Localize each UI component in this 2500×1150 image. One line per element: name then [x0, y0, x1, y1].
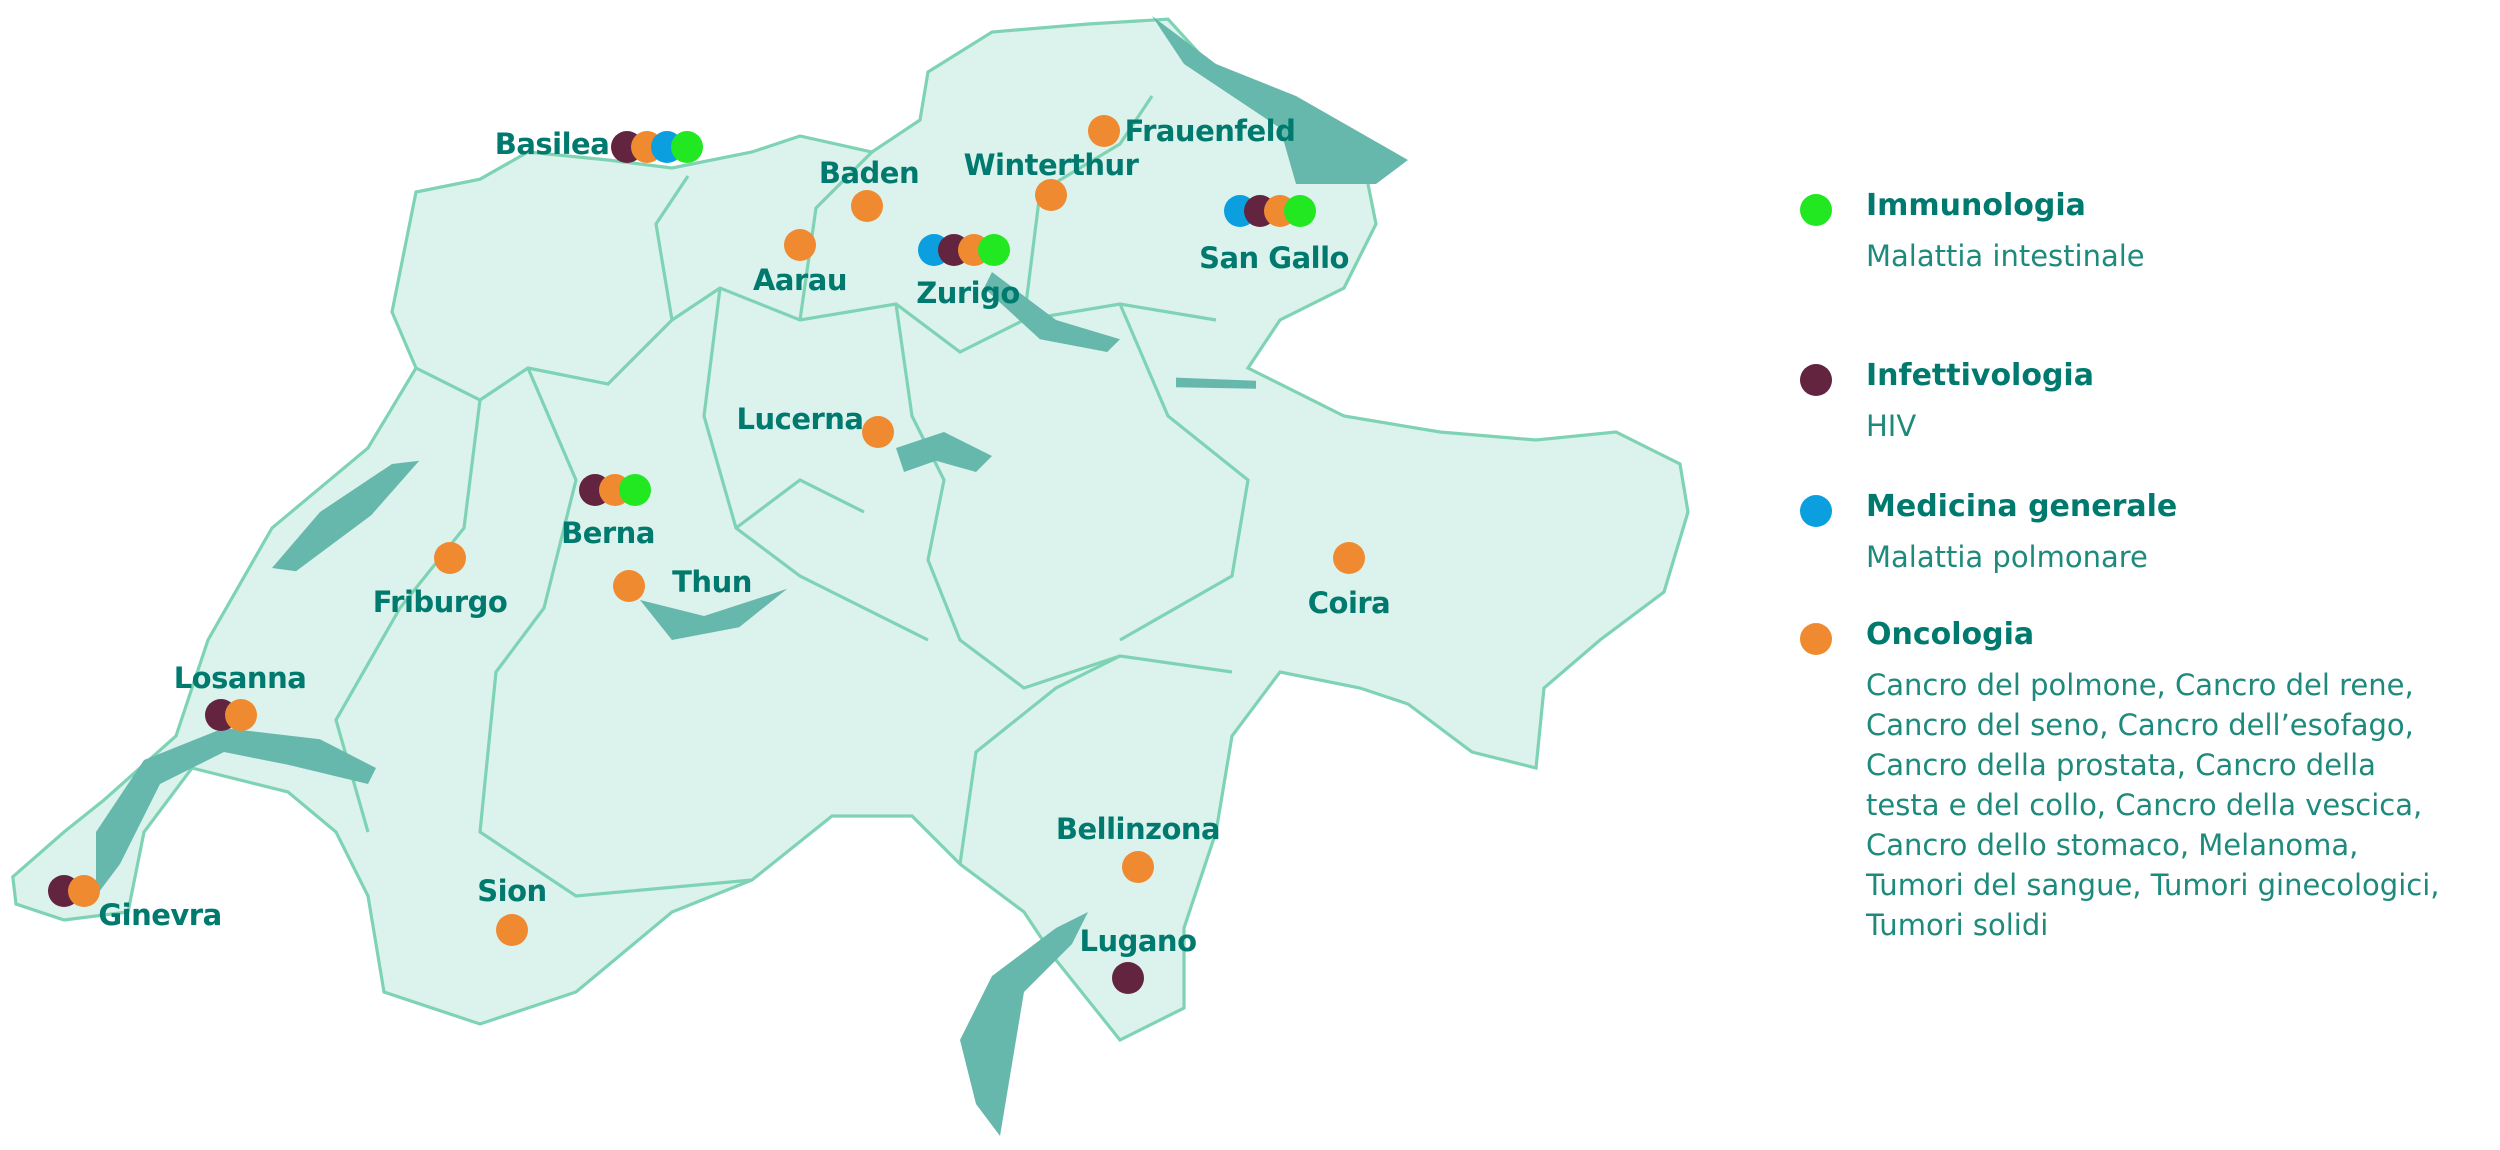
legend-desc: Malattia polmonare: [1866, 540, 2148, 574]
lake-constance: [1152, 16, 1408, 184]
legend-desc: Malattia intestinale: [1866, 239, 2145, 273]
lake-walen: [1176, 377, 1256, 389]
city-label: Zurigo: [916, 276, 1020, 310]
legend-title: Medicina generale: [1866, 489, 2178, 524]
city-label: Winterthur: [963, 148, 1139, 182]
city-marker-immunologia[interactable]: [619, 474, 651, 506]
legend-dot-maroon: [1800, 364, 1832, 396]
lake-geneva: [96, 728, 376, 896]
legend-desc: HIV: [1866, 409, 1917, 443]
city-label: Ginevra: [98, 898, 222, 932]
city-label: Lucerna: [736, 402, 865, 436]
city-marker-oncologia[interactable]: [434, 542, 466, 574]
city-marker-oncologia[interactable]: [68, 875, 100, 907]
lake-zurich: [984, 272, 1120, 352]
city-marker-oncologia[interactable]: [1333, 542, 1365, 574]
lake-neuchatel: [272, 460, 420, 572]
city-label: Basilea: [494, 127, 610, 161]
city-marker-oncologia[interactable]: [784, 229, 816, 261]
city-marker-oncologia[interactable]: [496, 914, 528, 946]
city-marker-immunologia[interactable]: [671, 131, 703, 163]
city-marker-oncologia[interactable]: [851, 190, 883, 222]
city-marker-immunologia[interactable]: [1284, 195, 1316, 227]
city-label: Friburgo: [372, 585, 508, 619]
city-marker-infettivologia[interactable]: [1112, 962, 1144, 994]
city-marker-oncologia[interactable]: [225, 699, 257, 731]
lakes: [96, 16, 1408, 1136]
city-label: Berna: [561, 516, 655, 550]
city-label: Coira: [1307, 586, 1391, 620]
lake-lucerne: [896, 432, 992, 472]
legend-title: Infettivologia: [1866, 358, 2094, 393]
city-marker-immunologia[interactable]: [978, 234, 1010, 266]
legend-title: Oncologia: [1866, 617, 2035, 652]
city-label: Aarau: [752, 263, 848, 297]
city-label: Sion: [477, 874, 547, 908]
city-marker-oncologia[interactable]: [1088, 115, 1120, 147]
legend-dot-orange: [1800, 623, 1832, 655]
city-marker-oncologia[interactable]: [1035, 179, 1067, 211]
city-marker-oncologia[interactable]: [613, 570, 645, 602]
city-label: Lugano: [1079, 924, 1197, 958]
city-label: Bellinzona: [1055, 812, 1221, 846]
city-marker-oncologia[interactable]: [862, 416, 894, 448]
city-label: Losanna: [173, 661, 307, 695]
city-marker-oncologia[interactable]: [1122, 851, 1154, 883]
city-label: Baden: [818, 156, 920, 190]
legend-dot-green: [1800, 194, 1832, 226]
lake-maggiore: [960, 912, 1088, 1136]
city-label: Frauenfeld: [1124, 114, 1296, 148]
legend-dot-blue: [1800, 495, 1832, 527]
legend-desc: Cancro del polmone, Cancro del rene, Can…: [1866, 668, 2440, 942]
city-label: Thun: [672, 565, 752, 599]
lake-thun: [640, 588, 788, 640]
legend-title: Immunologia: [1866, 188, 2086, 223]
city-label: San Gallo: [1199, 241, 1349, 275]
country-outline: [11, 17, 1690, 1043]
